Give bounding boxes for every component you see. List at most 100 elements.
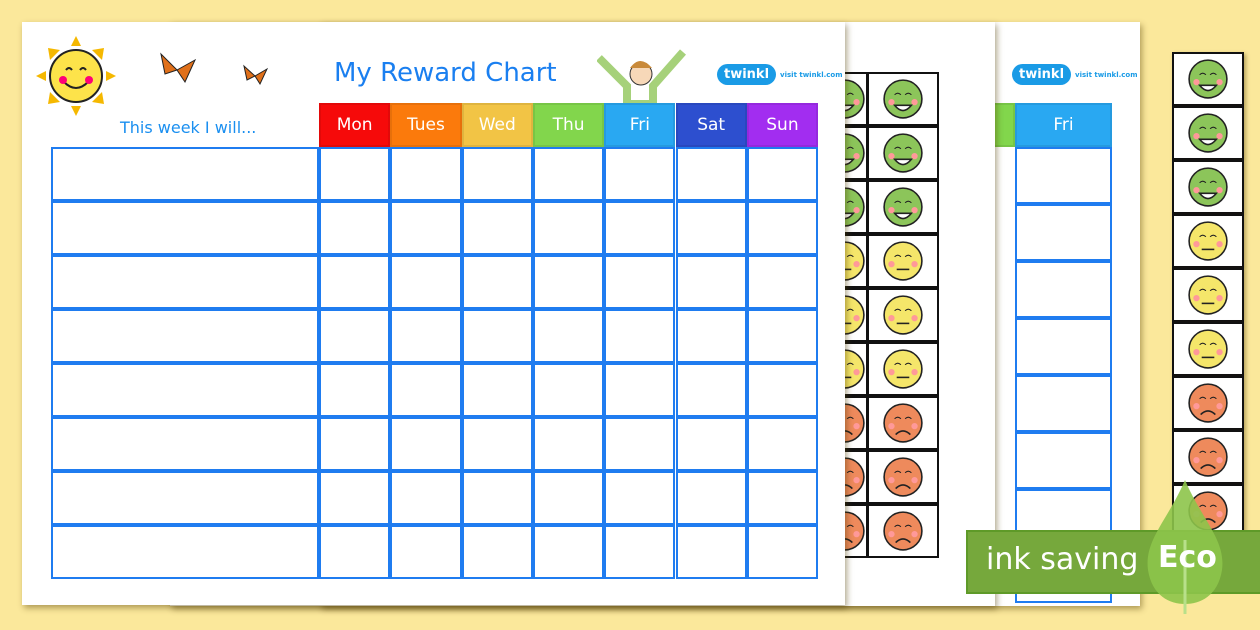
day-label: Tues — [406, 115, 445, 135]
day-label: Sun — [766, 115, 799, 135]
face-neutral — [1172, 214, 1244, 268]
day-cell — [532, 309, 605, 363]
day-cell — [390, 201, 462, 255]
logo-brand: twinkl — [1012, 64, 1072, 85]
goal-cell — [51, 471, 319, 525]
face-happy — [1172, 52, 1244, 106]
day-cell — [746, 363, 819, 417]
day-cell — [532, 255, 605, 309]
day-cell — [675, 255, 747, 309]
day-cell — [675, 147, 747, 201]
twinkl-logo: twinkl visit twinkl.com — [1012, 64, 1138, 85]
fri-header: Fri — [1015, 103, 1112, 147]
logo-url: visit twinkl.com — [780, 70, 843, 79]
page-title: My Reward Chart — [334, 58, 557, 88]
goal-cell — [51, 417, 319, 471]
day-cell — [319, 525, 391, 579]
day-cell — [532, 471, 605, 525]
day-header-thu: Thu — [532, 103, 605, 147]
day-cell — [390, 471, 462, 525]
goal-cell — [51, 147, 319, 201]
day-cell — [532, 201, 605, 255]
day-cell — [532, 147, 605, 201]
day-cell — [604, 471, 676, 525]
banner-text: ink saving — [986, 542, 1139, 577]
day-cell — [675, 201, 747, 255]
day-cell — [1015, 147, 1112, 204]
leaf-icon — [1147, 480, 1223, 614]
face-happy — [867, 180, 939, 234]
day-cell — [604, 255, 676, 309]
face-neutral — [1172, 268, 1244, 322]
butterfly-icon — [160, 52, 197, 84]
day-cell — [604, 525, 676, 579]
day-cell — [1015, 318, 1112, 375]
eco-badge: Eco — [1158, 540, 1217, 575]
day-cell — [604, 363, 676, 417]
face-happy — [867, 126, 939, 180]
goal-cell — [51, 201, 319, 255]
reward-chart-sheet: My Reward Chart twinkl visit twinkl.com T… — [22, 22, 845, 605]
row-header: This week I will... — [120, 118, 257, 137]
day-cell — [319, 309, 391, 363]
day-label: Mon — [336, 115, 373, 135]
goal-cell — [51, 309, 319, 363]
day-header-tues: Tues — [390, 103, 462, 147]
day-header-mon: Mon — [319, 103, 391, 147]
face-neutral — [867, 234, 939, 288]
day-cell — [319, 147, 391, 201]
logo-brand: twinkl — [717, 64, 777, 85]
day-header-fri: Fri — [604, 103, 676, 147]
day-cell — [390, 363, 462, 417]
day-cell — [675, 363, 747, 417]
day-cell — [532, 363, 605, 417]
day-cell — [461, 417, 533, 471]
day-cell — [746, 201, 819, 255]
goal-cell — [51, 363, 319, 417]
day-cell — [319, 201, 391, 255]
day-cell — [461, 471, 533, 525]
face-sad — [867, 504, 939, 558]
day-cell — [390, 525, 462, 579]
day-cell — [461, 201, 533, 255]
face-sad — [867, 450, 939, 504]
logo-url: visit twinkl.com — [1075, 70, 1138, 79]
twinkl-logo: twinkl visit twinkl.com — [717, 64, 843, 85]
day-label: Wed — [478, 115, 516, 135]
day-cell — [1015, 204, 1112, 261]
goal-cell — [51, 255, 319, 309]
day-cell — [461, 309, 533, 363]
day-cell — [675, 309, 747, 363]
day-cell — [1015, 432, 1112, 489]
day-cell — [604, 147, 676, 201]
day-cell — [319, 471, 391, 525]
day-cell — [746, 525, 819, 579]
day-cell — [746, 309, 819, 363]
day-cell — [532, 525, 605, 579]
day-cell — [675, 471, 747, 525]
day-cell — [390, 147, 462, 201]
day-cell — [390, 255, 462, 309]
day-cell — [532, 417, 605, 471]
day-cell — [604, 417, 676, 471]
day-cell — [461, 363, 533, 417]
day-cell — [461, 147, 533, 201]
day-cell — [746, 255, 819, 309]
child-illustration — [597, 49, 686, 104]
day-header-sat: Sat — [675, 103, 747, 147]
day-cell — [319, 363, 391, 417]
sun-icon — [36, 36, 116, 116]
day-label: Thu — [552, 115, 585, 135]
face-sad — [867, 396, 939, 450]
day-cell — [746, 147, 819, 201]
goal-cell — [51, 525, 319, 579]
fri-label: Fri — [1053, 115, 1074, 135]
day-cell — [461, 255, 533, 309]
day-cell — [604, 201, 676, 255]
day-cell — [461, 525, 533, 579]
day-cell — [746, 417, 819, 471]
day-cell — [675, 417, 747, 471]
face-sad — [1172, 376, 1244, 430]
butterfly-icon — [243, 64, 268, 86]
face-happy — [1172, 160, 1244, 214]
